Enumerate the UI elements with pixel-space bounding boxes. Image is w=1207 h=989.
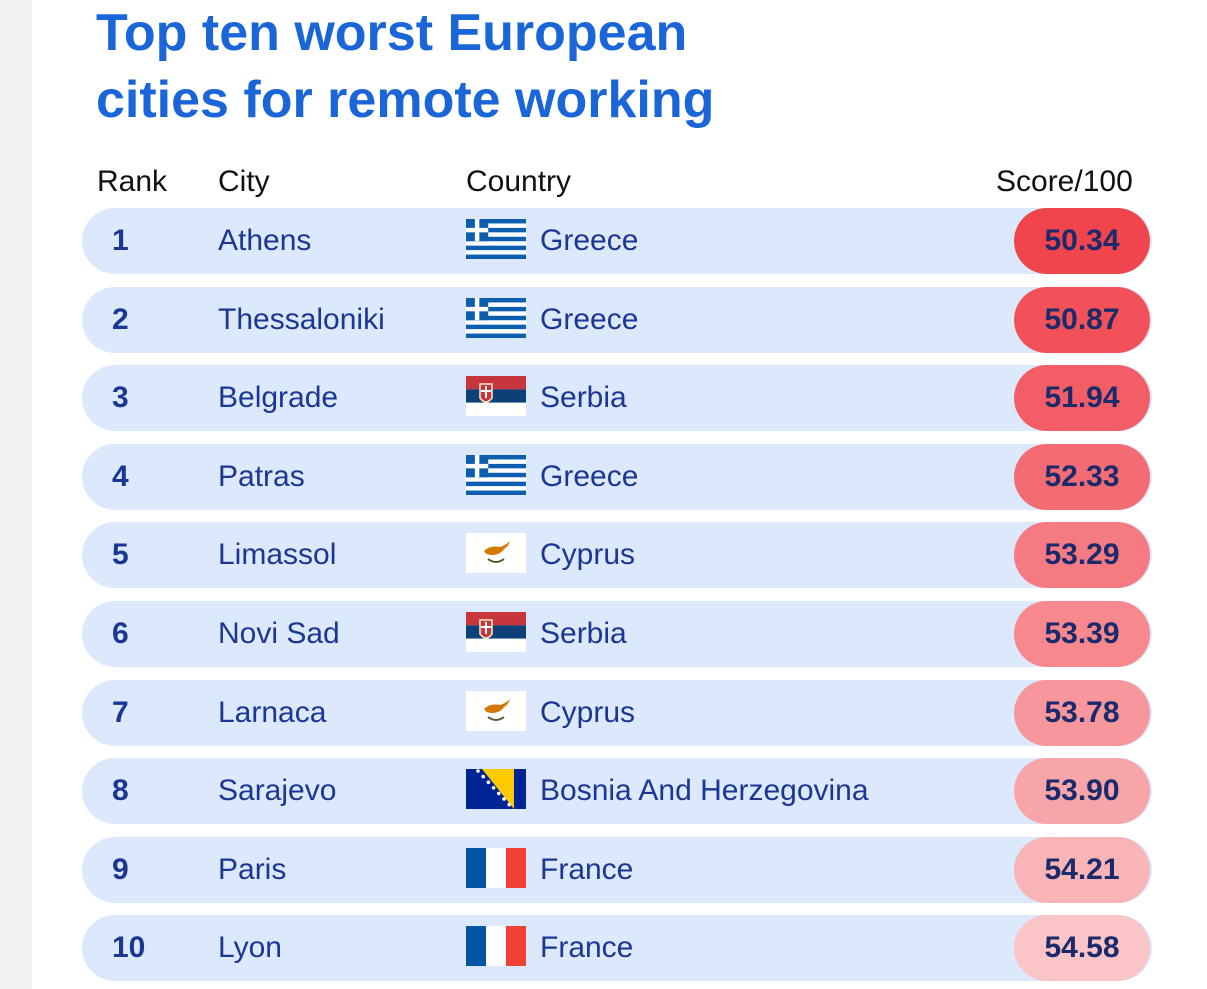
header-country: Country — [466, 165, 572, 198]
score-pill: 53.39 — [1014, 601, 1150, 667]
serbia-flag-icon — [466, 612, 526, 652]
table-row: 2 Thessaloniki Greece 50.87 — [82, 286, 1152, 353]
cyprus-flag-icon — [466, 690, 526, 731]
score-pill: 53.78 — [1014, 679, 1150, 746]
city-cell: Novi Sad — [218, 617, 340, 650]
city-cell: Athens — [218, 224, 312, 257]
france-flag-icon — [466, 926, 526, 967]
country-cell: France — [540, 852, 634, 886]
city-cell: Patras — [218, 459, 305, 493]
header-city: City — [218, 165, 270, 198]
rank-cell: 3 — [112, 381, 129, 415]
greece-flag-icon — [466, 297, 526, 338]
table-row: 6 Novi Sad Serbia 53.39 — [82, 601, 1152, 667]
table-row: 7 Larnaca Cyprus 53.78 — [82, 679, 1152, 746]
city-cell: Thessaloniki — [218, 302, 385, 336]
page-title: Top ten worst European cities for remote… — [96, 0, 714, 134]
city-cell: Larnaca — [218, 695, 327, 729]
city-cell: Belgrade — [218, 381, 339, 415]
country-cell: Cyprus — [540, 538, 636, 572]
score-pill: 50.34 — [1014, 208, 1150, 274]
city-cell: Paris — [218, 852, 287, 886]
rank-cell: 10 — [112, 931, 146, 965]
table-row: 3 Belgrade Serbia 51.94 — [82, 365, 1152, 432]
score-pill: 52.33 — [1014, 443, 1150, 510]
table-row: 4 Patras Greece 52.33 — [82, 443, 1152, 510]
table-row: 8 Sarajevo Bosnia And Herzegovina 53.90 — [82, 758, 1152, 825]
country-cell: Greece — [540, 224, 639, 257]
header-rank: Rank — [97, 165, 168, 198]
city-cell: Lyon — [218, 931, 282, 965]
greece-flag-icon — [466, 454, 526, 495]
title-line-2: cities for remote working — [96, 71, 715, 129]
table-row: 10 Lyon France 54.58 — [82, 915, 1152, 982]
score-pill: 50.87 — [1014, 286, 1150, 353]
france-flag-icon — [466, 847, 526, 888]
score-pill: 54.58 — [1014, 915, 1150, 982]
city-cell: Sarajevo — [218, 774, 337, 808]
serbia-flag-icon — [466, 376, 526, 417]
city-cell: Limassol — [218, 538, 337, 572]
table-row: 5 Limassol Cyprus 53.29 — [82, 522, 1152, 589]
rank-cell: 5 — [112, 538, 129, 572]
score-pill: 51.94 — [1014, 365, 1150, 432]
country-cell: Greece — [540, 302, 639, 336]
country-cell: Serbia — [540, 381, 627, 415]
rank-cell: 9 — [112, 852, 129, 886]
table-row: 1 Athens Greece 50.34 — [82, 208, 1152, 274]
country-cell: Greece — [540, 459, 639, 493]
score-pill: 53.29 — [1014, 522, 1150, 589]
rank-cell: 2 — [112, 302, 129, 336]
rank-cell: 4 — [112, 459, 129, 493]
country-cell: Bosnia And Herzegovina — [540, 774, 869, 808]
score-pill: 53.90 — [1014, 758, 1150, 825]
country-cell: Serbia — [540, 617, 627, 650]
country-cell: France — [540, 931, 634, 965]
score-pill: 54.21 — [1014, 836, 1150, 903]
country-cell: Cyprus — [540, 695, 636, 729]
header-score: Score/100 — [996, 165, 1133, 198]
cyprus-flag-icon — [466, 533, 526, 574]
rank-cell: 8 — [112, 774, 129, 808]
title-line-1: Top ten worst European — [96, 4, 688, 62]
rank-cell: 1 — [112, 224, 129, 257]
rank-cell: 7 — [112, 695, 129, 729]
rank-cell: 6 — [112, 617, 129, 650]
bosnia-flag-icon — [466, 769, 526, 810]
table-row: 9 Paris France 54.21 — [82, 836, 1152, 903]
greece-flag-icon — [466, 219, 526, 259]
